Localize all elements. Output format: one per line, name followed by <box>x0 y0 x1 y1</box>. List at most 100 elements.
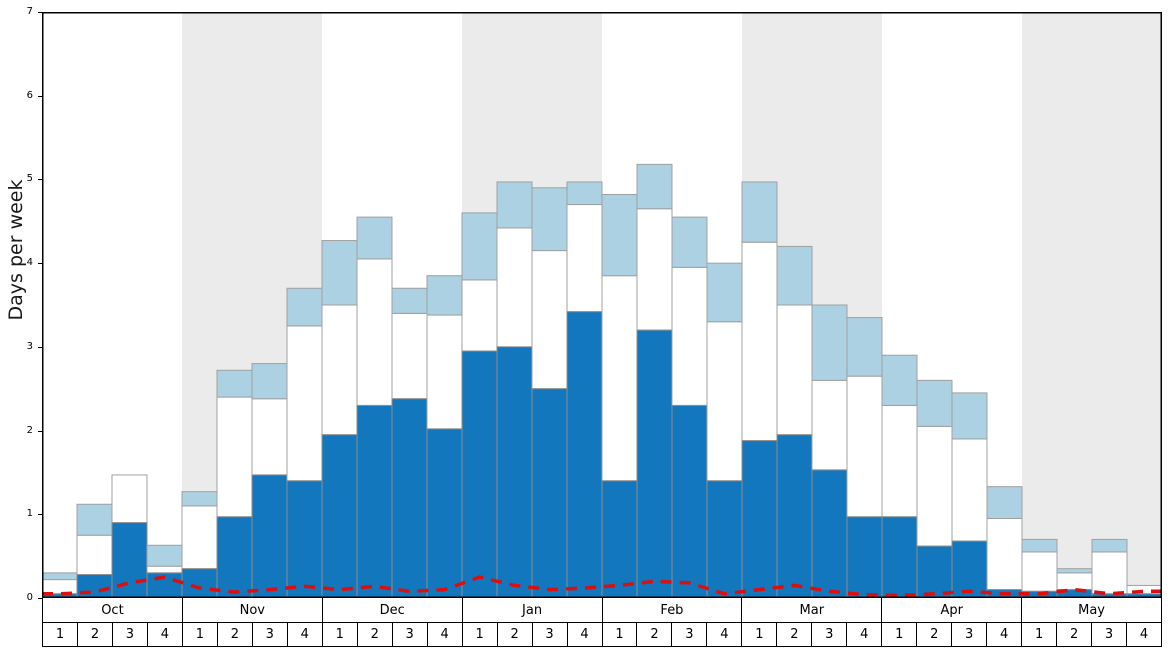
months-row: Oct Nov Dec Jan Feb Mar Apr May <box>43 598 1161 623</box>
month-label-dec: Dec <box>323 598 463 622</box>
bar-darkblue-segment <box>356 404 393 598</box>
bar-white-segment <box>671 266 708 406</box>
month-label-jan: Jan <box>463 598 603 622</box>
y-tick-mark <box>38 346 42 348</box>
bar-white-segment <box>951 438 988 542</box>
bar-lightblue-segment <box>776 245 813 306</box>
bar-lightblue-segment <box>356 216 393 260</box>
bar-white-segment <box>391 312 428 400</box>
month-label-oct: Oct <box>43 598 183 622</box>
bar-lightblue-segment <box>566 181 603 206</box>
bar-lightblue-segment <box>286 287 323 327</box>
week-label-mar-2: 2 <box>777 623 813 646</box>
bar-darkblue-segment <box>251 474 288 598</box>
y-tick-label-2: 2 <box>26 424 33 436</box>
bar-darkblue-segment <box>391 398 428 598</box>
bar-darkblue-segment <box>461 350 498 598</box>
bar-darkblue-segment <box>881 516 918 598</box>
y-tick-mark <box>38 263 42 265</box>
week-label-dec-1: 1 <box>323 623 358 646</box>
week-label-apr-2: 2 <box>917 623 953 646</box>
bar-white-segment <box>566 204 603 313</box>
bar-lightblue-segment <box>671 216 708 268</box>
week-label-oct-2: 2 <box>78 623 113 646</box>
bar-white-segment <box>216 396 253 518</box>
bar-white-segment <box>776 304 813 436</box>
bar-darkblue-segment <box>776 434 813 598</box>
red-dashed-line <box>42 575 1162 598</box>
week-label-dec-4: 4 <box>428 623 463 646</box>
bar-lightblue-segment <box>146 544 183 567</box>
week-label-feb-1: 1 <box>603 623 638 646</box>
bar-white-segment <box>461 279 498 352</box>
bar-lightblue-segment <box>531 187 568 252</box>
bar-lightblue-segment <box>1056 568 1093 574</box>
bar-white-segment <box>181 505 218 570</box>
bar-white-segment <box>846 375 883 518</box>
bar-lightblue-segment <box>216 369 253 398</box>
bar-white-segment <box>251 398 288 476</box>
bar-lightblue-segment <box>321 240 358 306</box>
bar-lightblue-segment <box>881 354 918 406</box>
bar-lightblue-segment <box>426 275 463 316</box>
bar-white-segment <box>811 379 848 471</box>
y-tick-label-3: 3 <box>26 340 33 352</box>
y-tick-mark <box>38 179 42 181</box>
week-label-jan-1: 1 <box>463 623 498 646</box>
week-label-nov-3: 3 <box>253 623 288 646</box>
bar-white-segment <box>1091 551 1128 595</box>
y-tick-mark <box>38 12 42 13</box>
bar-darkblue-segment <box>811 469 848 598</box>
bar-darkblue-segment <box>671 404 708 598</box>
week-label-feb-4: 4 <box>707 623 743 646</box>
bar-darkblue-segment <box>531 388 568 598</box>
bar-lightblue-segment <box>706 262 743 323</box>
y-tick-mark <box>38 430 42 432</box>
week-label-jan-2: 2 <box>498 623 533 646</box>
week-label-may-2: 2 <box>1057 623 1093 646</box>
bar-white-segment <box>1021 551 1058 592</box>
week-label-nov-2: 2 <box>218 623 253 646</box>
week-label-mar-3: 3 <box>812 623 848 646</box>
bar-white-segment <box>1056 572 1093 591</box>
bar-white-segment <box>706 321 743 482</box>
week-label-nov-1: 1 <box>183 623 218 646</box>
bar-lightblue-segment <box>496 181 533 229</box>
week-label-jan-4: 4 <box>568 623 603 646</box>
y-tick-mark <box>38 95 42 97</box>
bar-darkblue-segment <box>706 480 743 598</box>
bar-lightblue-segment <box>461 212 498 281</box>
bar-lightblue-segment <box>76 503 113 536</box>
bar-white-segment <box>146 565 183 574</box>
month-label-feb: Feb <box>603 598 743 622</box>
bar-darkblue-segment <box>426 428 463 598</box>
bar-darkblue-segment <box>216 516 253 598</box>
y-tick-label-6: 6 <box>26 89 33 101</box>
bar-lightblue-segment <box>846 317 883 377</box>
week-label-apr-3: 3 <box>952 623 988 646</box>
plot-area <box>42 12 1162 598</box>
y-tick-label-1: 1 <box>26 508 33 520</box>
bar-darkblue-segment <box>286 480 323 598</box>
week-label-apr-4: 4 <box>987 623 1023 646</box>
bar-lightblue-segment <box>42 572 78 581</box>
bar-lightblue-segment <box>1091 538 1128 553</box>
bar-white-segment <box>286 325 323 482</box>
bar-lightblue-segment <box>811 304 848 381</box>
bar-darkblue-segment <box>76 574 113 598</box>
y-tick-label-4: 4 <box>26 257 33 269</box>
y-tick-label-7: 7 <box>26 6 33 17</box>
bar-darkblue-segment <box>181 568 218 598</box>
plot-frame <box>42 12 1162 598</box>
month-band-may <box>1022 12 1162 598</box>
bar-lightblue-segment <box>1021 538 1058 553</box>
y-axis-ticks: 0 1 2 3 4 5 6 7 <box>0 7 42 603</box>
week-label-nov-4: 4 <box>288 623 323 646</box>
bar-darkblue-segment <box>951 540 988 598</box>
week-label-feb-2: 2 <box>637 623 673 646</box>
bar-darkblue-segment <box>321 434 358 598</box>
week-label-jan-3: 3 <box>533 623 568 646</box>
week-label-oct-1: 1 <box>43 623 78 646</box>
